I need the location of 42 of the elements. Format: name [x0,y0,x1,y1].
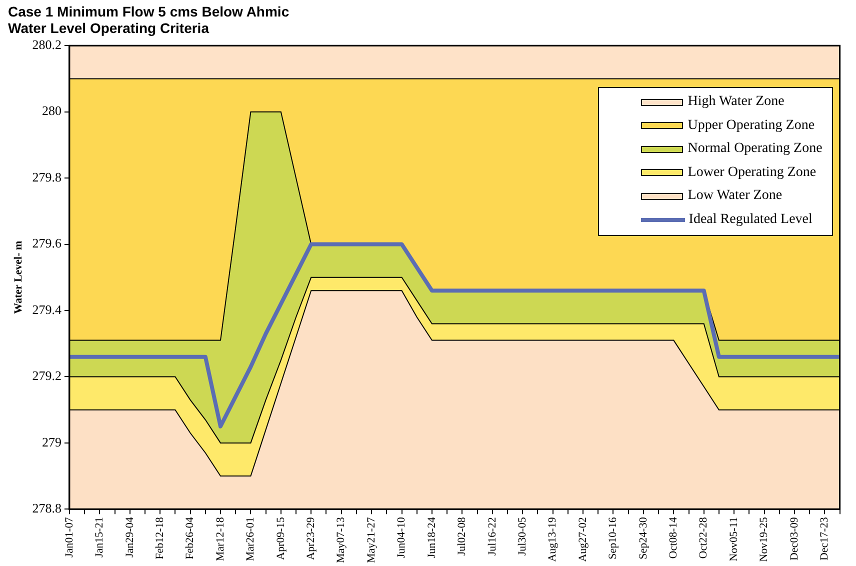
x-tick-label: Apr09-15 [274,516,287,560]
y-tick-label: 279.6 [32,236,62,251]
x-tick-label: Jul30-05 [516,516,528,556]
x-tick-label: May21-27 [365,516,378,563]
y-tick-label: 279.2 [32,368,62,384]
x-tick-label: Jan15-21 [94,517,106,558]
x-tick-label: Oct22-28 [698,516,710,559]
legend-label: Normal Operating Zone [688,141,822,158]
x-tick-label: Aug13-19 [546,516,559,562]
x-tick-label: Mar12-18 [214,516,226,562]
legend-label: Upper Operating Zone [688,118,815,134]
y-tick-label: 280 [42,103,62,118]
x-tick-label: Oct08-14 [668,516,680,559]
x-tick-label: Jun18-24 [426,516,438,558]
x-tick-label: Nov19-25 [758,516,770,562]
x-tick-label: Mar26-01 [244,517,257,562]
x-tick-label: Aug27-02 [576,517,589,562]
y-tick-label: 279.8 [32,169,62,184]
x-tick-label: Sep24-30 [637,516,650,560]
legend-label: Ideal Regulated Level [688,212,812,228]
y-tick-label: 280.2 [32,37,62,52]
x-tick-label: Jul16-22 [486,517,498,556]
x-tick-label: Sep10-16 [607,516,620,560]
x-tick-label: Feb12-18 [154,516,166,560]
y-tick-label: 279 [42,434,62,450]
legend-label: High Water Zone [688,94,784,110]
x-tick-label: Apr23-29 [305,516,318,560]
legend-label: Lower Operating Zone [688,164,816,181]
x-tick-label: Jan29-04 [124,516,136,558]
chart-title: Case 1 Minimum Flow 5 cms Below Ahmic Water Level Operating Criteria [8,3,290,36]
x-tick-label: Feb26-04 [184,516,196,560]
x-tick-label: Dec03-09 [788,516,800,561]
y-tick-label: 279.4 [32,302,62,317]
x-tick-label: Jul02-08 [456,516,468,556]
x-tick-label: Jan01-07 [63,516,76,558]
y-tick-label: 278.8 [32,500,62,516]
x-tick-label: Dec17-23 [818,516,831,561]
y-axis-title: Water Level- m [12,240,24,314]
x-tick-label: Jun04-10 [396,516,408,558]
legend-label: Low Water Zone [688,188,782,204]
x-tick-label: Nov05-11 [728,517,740,562]
x-tick-label: May07-13 [335,516,348,563]
